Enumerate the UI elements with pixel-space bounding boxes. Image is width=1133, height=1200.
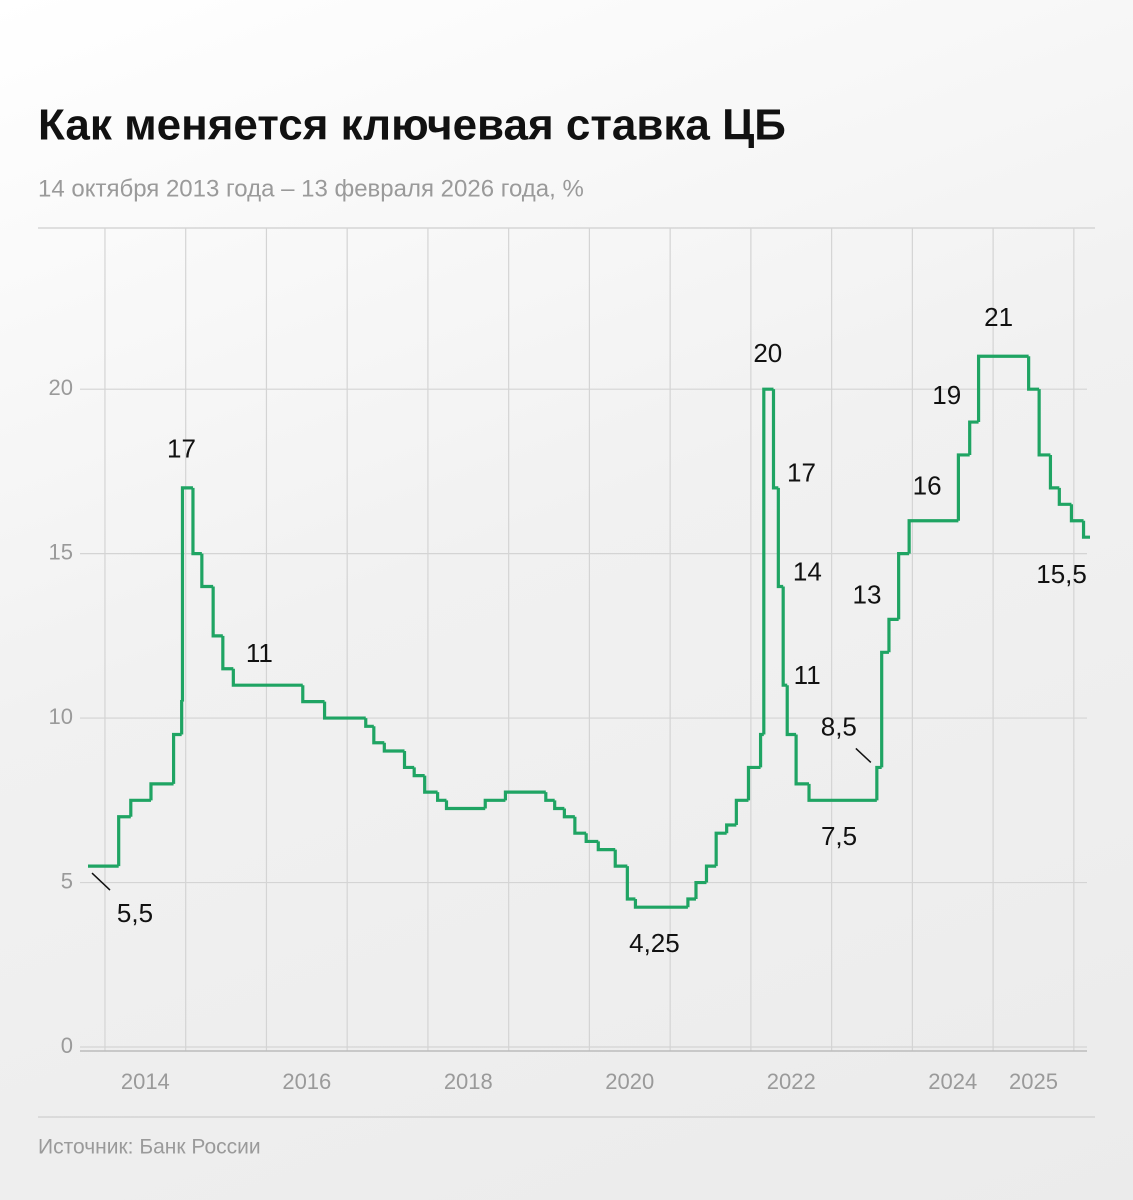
- step-segment: [746, 765, 761, 801]
- x-tick-label: 2022: [767, 1069, 816, 1094]
- y-tick-label: 5: [61, 868, 73, 893]
- step-segment: [221, 635, 234, 671]
- step-segment: [180, 486, 193, 702]
- step-segment: [785, 685, 797, 737]
- data-label: 5,5: [117, 898, 153, 928]
- step-segment: [976, 354, 1029, 423]
- step-segment: [781, 586, 788, 687]
- step-segment: [322, 701, 366, 720]
- x-tick-label: 2016: [282, 1069, 331, 1094]
- step-segment: [171, 732, 182, 784]
- x-tick-label: 2024: [928, 1069, 977, 1094]
- step-segment: [412, 767, 425, 778]
- step-segment: [444, 800, 486, 811]
- x-tick-label: 2014: [121, 1069, 170, 1094]
- step-segment: [573, 816, 587, 835]
- step-segment: [633, 898, 688, 909]
- data-label: 8,5: [821, 711, 857, 741]
- step-segment: [907, 519, 959, 554]
- step-segment: [1081, 520, 1090, 539]
- step-segment: [191, 487, 202, 556]
- leader-line: [91, 872, 111, 891]
- step-segment: [613, 849, 628, 868]
- data-label: 20: [753, 338, 782, 368]
- step-segment: [956, 453, 970, 521]
- step-segment: [686, 897, 696, 908]
- step-segment: [231, 668, 303, 687]
- step-segment: [149, 782, 174, 801]
- step-segment: [423, 775, 438, 794]
- step-segment: [584, 833, 599, 844]
- step-segment: [897, 552, 910, 620]
- step-segment: [694, 880, 707, 899]
- step-segment: [544, 792, 555, 802]
- step-segment: [553, 800, 565, 811]
- chart-subtitle: 14 октября 2013 года – 13 февраля 2026 г…: [38, 175, 584, 202]
- y-tick-label: 20: [49, 375, 73, 400]
- step-segment: [180, 700, 184, 735]
- x-tick-label: 2020: [605, 1069, 654, 1094]
- data-label: 13: [852, 579, 881, 609]
- data-label: 19: [932, 380, 961, 410]
- step-segment: [301, 685, 325, 704]
- step-segment: [758, 732, 764, 768]
- step-segment: [483, 798, 506, 809]
- step-segment: [382, 742, 405, 753]
- step-segment: [880, 650, 889, 768]
- step-segment: [734, 798, 749, 825]
- y-tick-label: 15: [49, 539, 73, 564]
- step-segment: [714, 831, 727, 867]
- step-segment: [776, 487, 784, 589]
- step-segment: [596, 841, 616, 852]
- step-segment: [1037, 389, 1051, 457]
- step-segment: [402, 750, 415, 770]
- data-label: 11: [794, 660, 821, 690]
- data-label: 4,25: [629, 928, 680, 958]
- x-tick-label: 2018: [444, 1069, 493, 1094]
- source: Источник: Банк России: [38, 1136, 261, 1159]
- step-segment: [129, 798, 151, 817]
- step-segment: [364, 718, 374, 728]
- data-label: 14: [793, 556, 822, 586]
- leader-line: [855, 747, 872, 763]
- data-label: 21: [984, 302, 1013, 332]
- y-tick-label: 0: [61, 1033, 73, 1058]
- data-label: 11: [246, 638, 273, 668]
- step-segment: [372, 726, 385, 745]
- step-segment: [704, 864, 717, 883]
- step-segment: [725, 823, 737, 834]
- data-label: 7,5: [821, 821, 857, 851]
- y-tick-label: 10: [49, 704, 73, 729]
- step-segment: [562, 808, 575, 819]
- step-segment: [1069, 504, 1084, 523]
- step-segment: [211, 586, 223, 638]
- step-segment: [771, 389, 779, 490]
- step-segment: [794, 734, 810, 786]
- data-label: 17: [787, 458, 816, 488]
- step-segment: [875, 765, 882, 801]
- data-label: 17: [167, 434, 196, 464]
- chart-title: Как меняется ключевая ставка ЦБ: [38, 101, 786, 150]
- data-label: 16: [913, 471, 942, 501]
- step-segment: [762, 387, 774, 735]
- data-label: 15,5: [1036, 559, 1087, 589]
- x-tick-label: 2025: [1009, 1069, 1058, 1094]
- step-segment: [1048, 454, 1060, 490]
- step-segment: [1057, 487, 1072, 506]
- step-segment: [200, 553, 214, 589]
- step-segment: [968, 420, 979, 455]
- step-segment: [807, 783, 877, 802]
- step-segment: [625, 866, 636, 901]
- step-segment: [1027, 356, 1040, 391]
- step-segment: [117, 815, 131, 867]
- step-segment: [503, 790, 546, 801]
- step-segment: [887, 617, 899, 653]
- step-segment: [436, 792, 447, 802]
